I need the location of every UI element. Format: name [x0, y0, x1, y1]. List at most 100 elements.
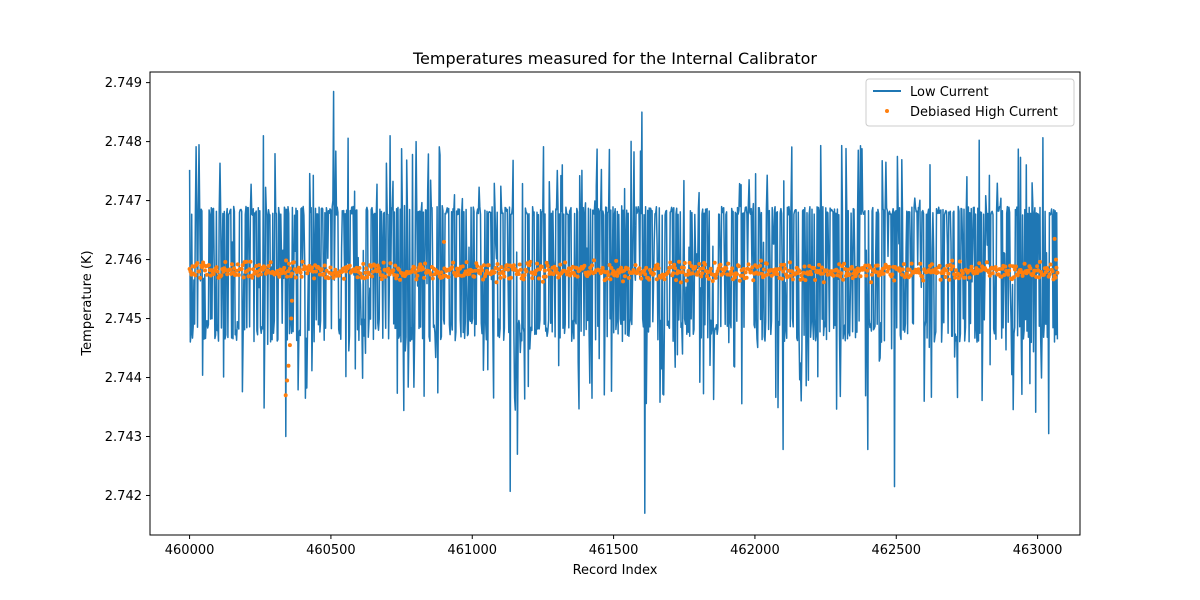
- high-current-point: [975, 271, 980, 275]
- high-current-point: [775, 272, 780, 277]
- high-current-point: [442, 239, 446, 244]
- high-current-point: [395, 273, 400, 278]
- high-current-point: [672, 262, 677, 267]
- high-current-point: [284, 258, 289, 263]
- high-current-point: [946, 271, 951, 276]
- high-current-point: [311, 269, 316, 274]
- high-current-point: [943, 275, 948, 279]
- high-current-point: [874, 270, 879, 275]
- high-current-point: [918, 261, 923, 266]
- high-current-point: [606, 273, 611, 277]
- high-current-point: [421, 267, 426, 271]
- high-current-point: [666, 269, 671, 274]
- high-current-point: [609, 266, 614, 270]
- high-current-point: [773, 267, 778, 272]
- high-current-point: [244, 259, 249, 264]
- high-current-point: [195, 261, 200, 266]
- high-current-point: [285, 274, 290, 279]
- high-current-point: [820, 271, 825, 276]
- high-current-point: [956, 271, 960, 276]
- high-current-point: [780, 276, 785, 281]
- high-current-point: [219, 273, 224, 278]
- high-current-point: [533, 272, 538, 276]
- high-current-point: [197, 269, 202, 274]
- high-current-point: [283, 271, 288, 275]
- high-current-point: [643, 272, 648, 277]
- high-current-point: [268, 260, 273, 265]
- high-current-point: [710, 279, 715, 283]
- high-current-point: [496, 267, 501, 272]
- high-current-point: [1020, 273, 1025, 278]
- high-current-point: [838, 274, 843, 279]
- high-current-point: [551, 272, 556, 277]
- high-current-point: [751, 278, 756, 283]
- high-current-point: [619, 265, 624, 270]
- high-current-point: [388, 261, 393, 266]
- chart-title: Temperatures measured for the Internal C…: [412, 49, 817, 68]
- high-current-point: [900, 272, 904, 277]
- high-current-point: [282, 265, 287, 270]
- high-current-point: [566, 269, 570, 274]
- high-current-point: [1011, 264, 1015, 269]
- x-axis-ticks: 460000 460500 461000 461500 462000 462500 4630…: [165, 535, 1062, 558]
- high-current-point: [501, 271, 506, 276]
- high-current-point: [215, 269, 220, 274]
- high-current-point: [671, 271, 676, 276]
- high-current-point: [367, 272, 372, 277]
- high-current-point: [781, 269, 786, 274]
- high-current-point: [516, 272, 521, 276]
- high-current-point: [467, 271, 472, 276]
- high-current-point: [539, 264, 544, 269]
- high-current-point: [621, 279, 625, 284]
- high-current-point: [1003, 264, 1008, 269]
- high-current-point: [478, 271, 483, 276]
- high-current-point: [686, 268, 691, 273]
- high-current-point: [730, 266, 735, 271]
- high-current-point: [656, 266, 661, 271]
- high-current-point: [387, 272, 392, 277]
- high-current-point: [527, 263, 532, 268]
- high-current-point: [783, 266, 788, 271]
- high-current-point: [522, 273, 527, 278]
- high-current-point: [881, 271, 886, 276]
- high-current-point: [1053, 275, 1058, 280]
- high-current-point: [259, 272, 263, 277]
- high-current-point: [797, 269, 802, 274]
- high-current-point: [892, 278, 897, 283]
- high-current-point: [1031, 271, 1036, 276]
- high-current-point: [954, 268, 958, 273]
- high-current-point: [761, 267, 766, 272]
- legend-label-debiased-high-current: Debiased High Current: [910, 105, 1058, 120]
- high-current-point: [674, 278, 679, 283]
- high-current-point: [779, 262, 784, 267]
- high-current-point: [498, 275, 503, 280]
- high-current-point: [286, 269, 290, 274]
- high-current-point: [528, 259, 533, 264]
- high-current-point: [605, 270, 610, 274]
- high-current-point: [347, 263, 352, 268]
- legend-label-low-current: Low Current: [910, 85, 989, 100]
- high-current-point: [455, 269, 460, 274]
- high-current-point: [1038, 259, 1042, 264]
- high-current-point: [743, 270, 748, 275]
- high-current-point: [759, 258, 763, 263]
- high-current-point: [847, 272, 852, 277]
- legend-dot-swatch: [885, 109, 889, 113]
- high-current-point: [841, 277, 846, 282]
- high-current-point: [545, 263, 550, 268]
- x-axis-label: Record Index: [573, 563, 658, 578]
- high-current-point: [778, 266, 783, 271]
- high-current-point: [678, 270, 682, 275]
- high-current-point: [1007, 268, 1012, 273]
- high-current-point: [502, 274, 507, 279]
- high-current-point: [414, 277, 419, 282]
- high-current-point: [812, 266, 817, 270]
- high-current-point: [455, 266, 459, 271]
- series-low-current-line: [188, 90, 1059, 514]
- high-current-point: [986, 270, 991, 275]
- high-current-point: [836, 269, 841, 274]
- series-debiased-high-current: [187, 236, 1060, 398]
- high-current-point: [470, 269, 475, 274]
- high-current-point: [354, 265, 359, 270]
